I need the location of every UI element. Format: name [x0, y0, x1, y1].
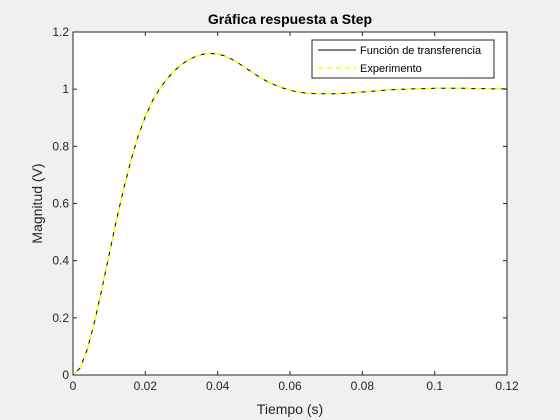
legend-item-experiment: Experimento	[360, 63, 422, 75]
y-axis-label: Magnitud (V)	[29, 163, 45, 243]
y-tick-label: 0.6	[52, 197, 69, 211]
x-tick-label: 0.1	[426, 379, 443, 393]
x-tick-label: 0	[70, 379, 77, 393]
legend-item-transfer-function: Función de transferencia	[360, 45, 482, 57]
y-tick-label: 1.2	[52, 25, 69, 39]
y-tick-label: 0.8	[52, 139, 69, 153]
y-tick-label: 1	[62, 82, 69, 96]
series-layer	[72, 52, 507, 376]
x-tick-label: 0.08	[351, 379, 375, 393]
y-tick-label: 0.2	[52, 311, 69, 325]
chart-title: Gráfica respuesta a Step	[208, 11, 372, 27]
legend: Función de transferencia Experimento	[311, 39, 495, 79]
x-tick-label: 0.12	[495, 379, 519, 393]
series-line-experiment	[72, 52, 507, 376]
legend-box	[311, 39, 495, 79]
y-tick-label: 0.4	[52, 254, 69, 268]
plot-area	[73, 32, 507, 375]
tick-layer: 0 0.02 0.04 0.06 0.08 0.1 0.12 0 0.2 0.4 0.6 0.8 1 1.…	[52, 25, 519, 393]
x-tick-label: 0.06	[278, 379, 302, 393]
x-tick-label: 0.02	[134, 379, 158, 393]
y-tick-label: 0	[62, 368, 69, 382]
x-axis-label: Tiempo (s)	[257, 401, 323, 417]
x-tick-label: 0.04	[206, 379, 230, 393]
